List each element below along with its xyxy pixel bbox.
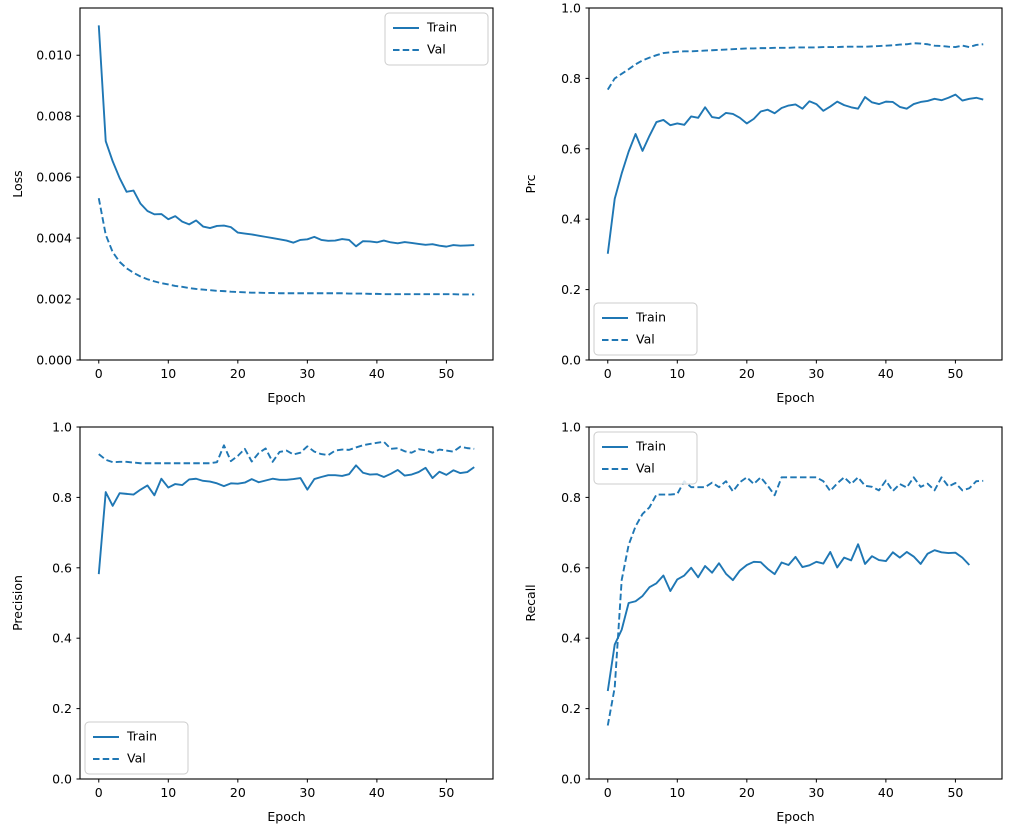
x-tick-label: 50 [947,785,963,800]
y-axis-label: Loss [10,170,25,197]
subplot-loss: 0.000 0.002 0.004 0.006 0.008 0.010 0 10 20 30 40 5… [0,0,509,419]
x-tick-label: 10 [669,785,685,800]
y-axis-label: Prc [523,174,538,193]
y-tick-label: 0.6 [561,141,581,156]
x-tick-label: 20 [739,785,755,800]
x-tick-label: 30 [299,366,315,381]
legend: Train Val [593,431,698,485]
series-line-val [97,197,475,296]
legend-label-val: Val [427,42,446,57]
legend-label-val: Val [127,751,146,766]
x-tick-label: 10 [160,366,176,381]
series-line-train [606,93,984,254]
x-tick-label: 40 [878,366,894,381]
x-tick-label: 20 [230,785,246,800]
y-tick-label: 0.0 [561,353,581,368]
x-tick-label: 20 [230,366,246,381]
x-axis-label: Epoch [776,390,814,405]
x-tick-label: 50 [438,785,454,800]
x-axis-label: Epoch [267,809,305,824]
legend: Train Val [384,12,489,66]
y-tick-label: 0.2 [52,701,72,716]
legend-label-val: Val [636,332,655,347]
y-tick-label: 0.2 [561,282,581,297]
y-tick-label: 0.004 [36,231,72,246]
subplot-prc: 0.0 0.2 0.4 0.6 0.8 1.0 0 10 20 30 40 50 Epoch Prc Tra… [509,0,1018,419]
x-tick-label: 30 [808,366,824,381]
y-tick-label: 0.4 [561,631,581,646]
y-tick-label: 0.8 [52,490,72,505]
legend-box [593,431,698,485]
y-tick-label: 1.0 [561,420,581,435]
subplot-precision: 0.0 0.2 0.4 0.6 0.8 1.0 0 10 20 30 40 50 Epoch Precis… [0,419,509,838]
legend-label-train: Train [635,310,666,325]
legend-label-train: Train [126,729,157,744]
y-tick-label: 0.8 [561,71,581,86]
x-tick-label: 40 [369,785,385,800]
legend-label-train: Train [635,439,666,454]
y-tick-label: 0.6 [561,560,581,575]
series-line-val [606,476,984,726]
y-tick-label: 0.008 [36,109,72,124]
x-tick-label: 50 [947,366,963,381]
y-tick-label: 0.4 [561,212,581,227]
x-tick-label: 40 [878,785,894,800]
y-tick-label: 0.000 [36,353,72,368]
x-tick-label: 10 [669,366,685,381]
legend-box [593,302,698,356]
y-tick-label: 0.4 [52,631,72,646]
legend-label-train: Train [426,20,457,35]
y-tick-label: 0.8 [561,490,581,505]
y-tick-label: 1.0 [561,1,581,16]
x-tick-label: 0 [604,366,612,381]
y-tick-label: 0.0 [561,772,581,787]
x-tick-label: 0 [95,366,103,381]
x-tick-label: 0 [604,785,612,800]
y-tick-label: 1.0 [52,420,72,435]
axes-frame [588,7,1003,361]
series-line-train [97,25,475,248]
x-tick-label: 10 [160,785,176,800]
axes-frame [588,426,1003,780]
subplot-recall: 0.0 0.2 0.4 0.6 0.8 1.0 0 10 20 30 40 50 Epoch Recall… [509,419,1018,838]
series-line-val [98,440,475,465]
y-tick-label: 0.0 [52,772,72,787]
x-tick-label: 50 [438,366,454,381]
x-axis-label: Epoch [267,390,305,405]
legend: Train Val [84,721,189,775]
series-line-train [97,464,475,575]
legend-box [84,721,189,775]
y-tick-label: 0.2 [561,701,581,716]
axes-frame [79,7,494,361]
x-tick-label: 30 [299,785,315,800]
x-tick-label: 30 [808,785,824,800]
x-tick-label: 20 [739,366,755,381]
series-line-val [606,42,984,91]
axes-frame [79,426,494,780]
y-tick-label: 0.002 [36,292,72,307]
x-tick-label: 40 [369,366,385,381]
x-tick-label: 0 [95,785,103,800]
y-tick-label: 0.006 [36,170,72,185]
y-tick-label: 0.6 [52,560,72,575]
legend: Train Val [593,302,698,356]
y-axis-label: Recall [523,584,538,621]
legend-label-val: Val [636,461,655,476]
x-axis-label: Epoch [776,809,814,824]
y-axis-label: Precision [10,575,25,631]
legend-box [384,12,489,66]
series-line-train [606,543,971,692]
y-tick-label: 0.010 [36,48,72,63]
